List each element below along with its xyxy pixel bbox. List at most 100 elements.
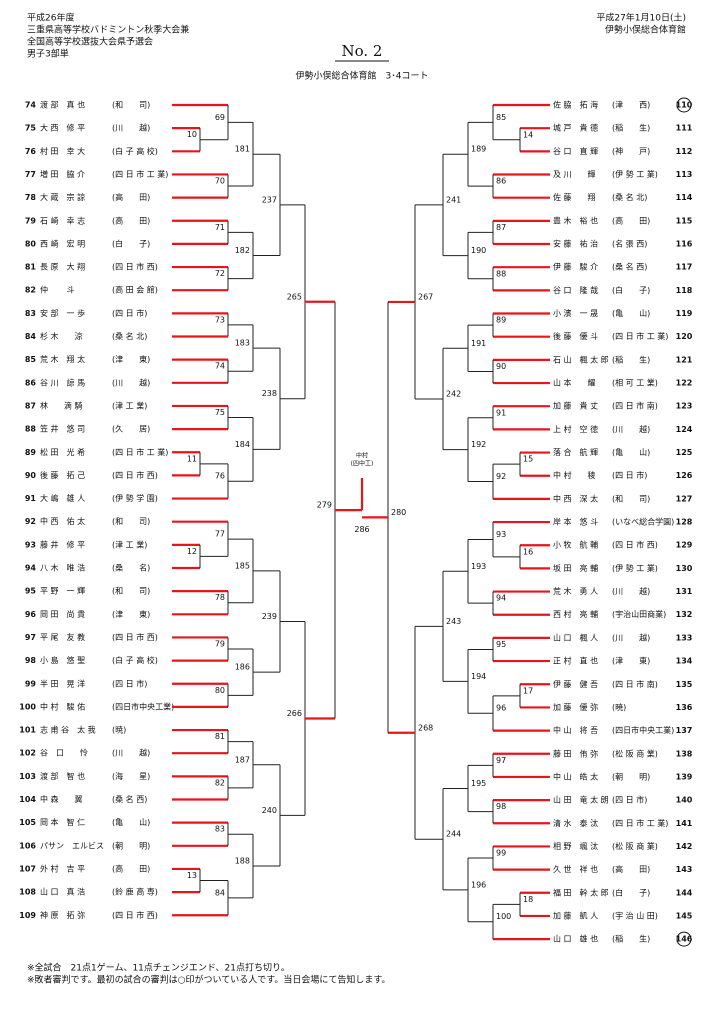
match-number: 71 (215, 223, 225, 232)
match-number: 72 (215, 269, 225, 278)
player-name: 安 藤 祐 治 (553, 239, 598, 249)
player-number: 81 (25, 263, 37, 272)
player-name: 荒 木 翔 太 (40, 354, 85, 364)
player-school: (四 日 市 西) (112, 470, 158, 480)
match-number: 183 (235, 339, 250, 348)
player-school: (川 越) (112, 748, 150, 758)
player-school: (川 越) (612, 586, 650, 596)
player-name: 岡 田 尚 貴 (40, 609, 85, 619)
player-school: (松 阪 商 業) (612, 748, 658, 758)
player-number: 120 (676, 332, 693, 341)
player-school: (津 東) (612, 656, 650, 666)
match-number: 192 (471, 440, 486, 449)
match-number: 87 (496, 223, 506, 232)
player-name: 中 山 将 吾 (553, 725, 598, 735)
player-school: (和 司) (612, 494, 650, 503)
player-school: (鈴 鹿 高 専) (112, 887, 158, 897)
player-school: (和 司) (112, 517, 150, 526)
player-number: 84 (25, 332, 37, 341)
player-school: (朝 明) (112, 841, 150, 850)
match-number: 94 (496, 594, 506, 603)
player-number: 87 (25, 401, 36, 410)
match-number: 244 (446, 830, 461, 839)
match-number: 91 (496, 408, 506, 417)
player-name: 長 原 大 翔 (40, 262, 85, 272)
player-name: 及 川 輝 (553, 169, 596, 179)
player-name: 加 藤 貴 丈 (553, 401, 598, 411)
player-school: (桑 名 西) (112, 794, 147, 804)
player-school: (伊 勢 工 業) (612, 563, 658, 573)
player-number: 96 (25, 610, 37, 619)
match-number: 187 (235, 755, 250, 764)
player-name: 佐 藤 翔 (553, 192, 596, 202)
header-line: 平成26年度 (27, 12, 74, 24)
player-number: 97 (25, 633, 36, 642)
player-name: 山 本 耀 (553, 378, 596, 388)
player-number: 77 (25, 170, 36, 179)
player-school: (桑 名 北) (112, 331, 147, 341)
player-number: 85 (25, 355, 37, 364)
player-number: 142 (676, 842, 693, 851)
match-number: 98 (496, 802, 506, 811)
player-school: (四 日 市 西) (112, 262, 158, 272)
player-number: 137 (676, 726, 693, 735)
match-number: 237 (262, 195, 277, 204)
player-name: 仲 斗 (40, 285, 75, 295)
player-number: 119 (676, 309, 693, 318)
player-number: 114 (676, 193, 693, 202)
player-school: (宇 治 山 田) (612, 910, 658, 920)
player-number: 110 (676, 101, 693, 110)
match-number: 81 (215, 732, 225, 741)
player-name: 中 山 皓 太 (553, 771, 598, 781)
player-number: 105 (19, 818, 36, 827)
player-name: 林 滴 騎 (40, 400, 83, 410)
player-number: 74 (25, 101, 37, 110)
player-school: (名 張 西) (612, 239, 647, 249)
player-school: (四 日 市 南) (612, 679, 658, 689)
player-school: (稲 生) (612, 354, 650, 364)
player-name: 谷 口 隆 哉 (553, 285, 598, 295)
match-number: 279 (317, 501, 332, 510)
player-name: 久 世 祥 也 (553, 864, 598, 874)
player-school: (津 工 業) (112, 400, 147, 410)
player-name: 上 村 空 徳 (553, 424, 598, 434)
court: 伊勢小俣総合体育館 3･4コート (296, 70, 429, 82)
player-name: 半 田 晃 洋 (40, 678, 85, 688)
player-number: 102 (19, 749, 36, 758)
player-school: (四日市中央工業) (612, 725, 674, 735)
player-number: 126 (676, 471, 693, 480)
player-school: (四 日 市 工 業) (112, 447, 168, 457)
player-number: 118 (676, 286, 693, 295)
match-number: 90 (496, 362, 506, 371)
player-school: (四 日 市) (112, 308, 147, 318)
player-school: (暁) (112, 726, 126, 735)
match-number: 191 (471, 339, 486, 348)
match-number: 186 (235, 663, 250, 672)
match-number: 76 (215, 472, 225, 481)
match-number: 265 (287, 292, 302, 301)
player-number: 109 (19, 911, 36, 920)
player-school: (四 日 市 工 業) (112, 169, 168, 179)
match-number: 84 (215, 888, 225, 897)
player-name: 福 田 幹 太 郎 (553, 887, 609, 897)
player-school: (川 越) (612, 424, 650, 434)
match-number: 11 (187, 454, 197, 463)
player-name: 中 西 佑 太 (40, 516, 85, 526)
player-school: (神 戸) (612, 146, 650, 156)
player-number: 113 (676, 170, 693, 179)
player-name: 落 合 航 輝 (553, 447, 598, 457)
player-school: (亀 山) (612, 447, 650, 457)
player-number: 95 (25, 587, 37, 596)
player-number: 100 (19, 702, 36, 711)
match-number: 266 (287, 709, 302, 718)
player-name: 後 藤 優 斗 (553, 331, 598, 341)
player-number: 108 (19, 888, 36, 897)
player-school: (宇治山田商業) (612, 609, 666, 619)
player-number: 139 (676, 772, 693, 781)
player-name: 加 藤 優 弥 (553, 702, 598, 712)
player-school: (津 工 業) (112, 539, 147, 549)
match-number: 85 (496, 113, 506, 122)
match-number: 82 (215, 778, 225, 787)
match-number: 97 (496, 756, 506, 765)
match-number: 100 (496, 912, 511, 921)
